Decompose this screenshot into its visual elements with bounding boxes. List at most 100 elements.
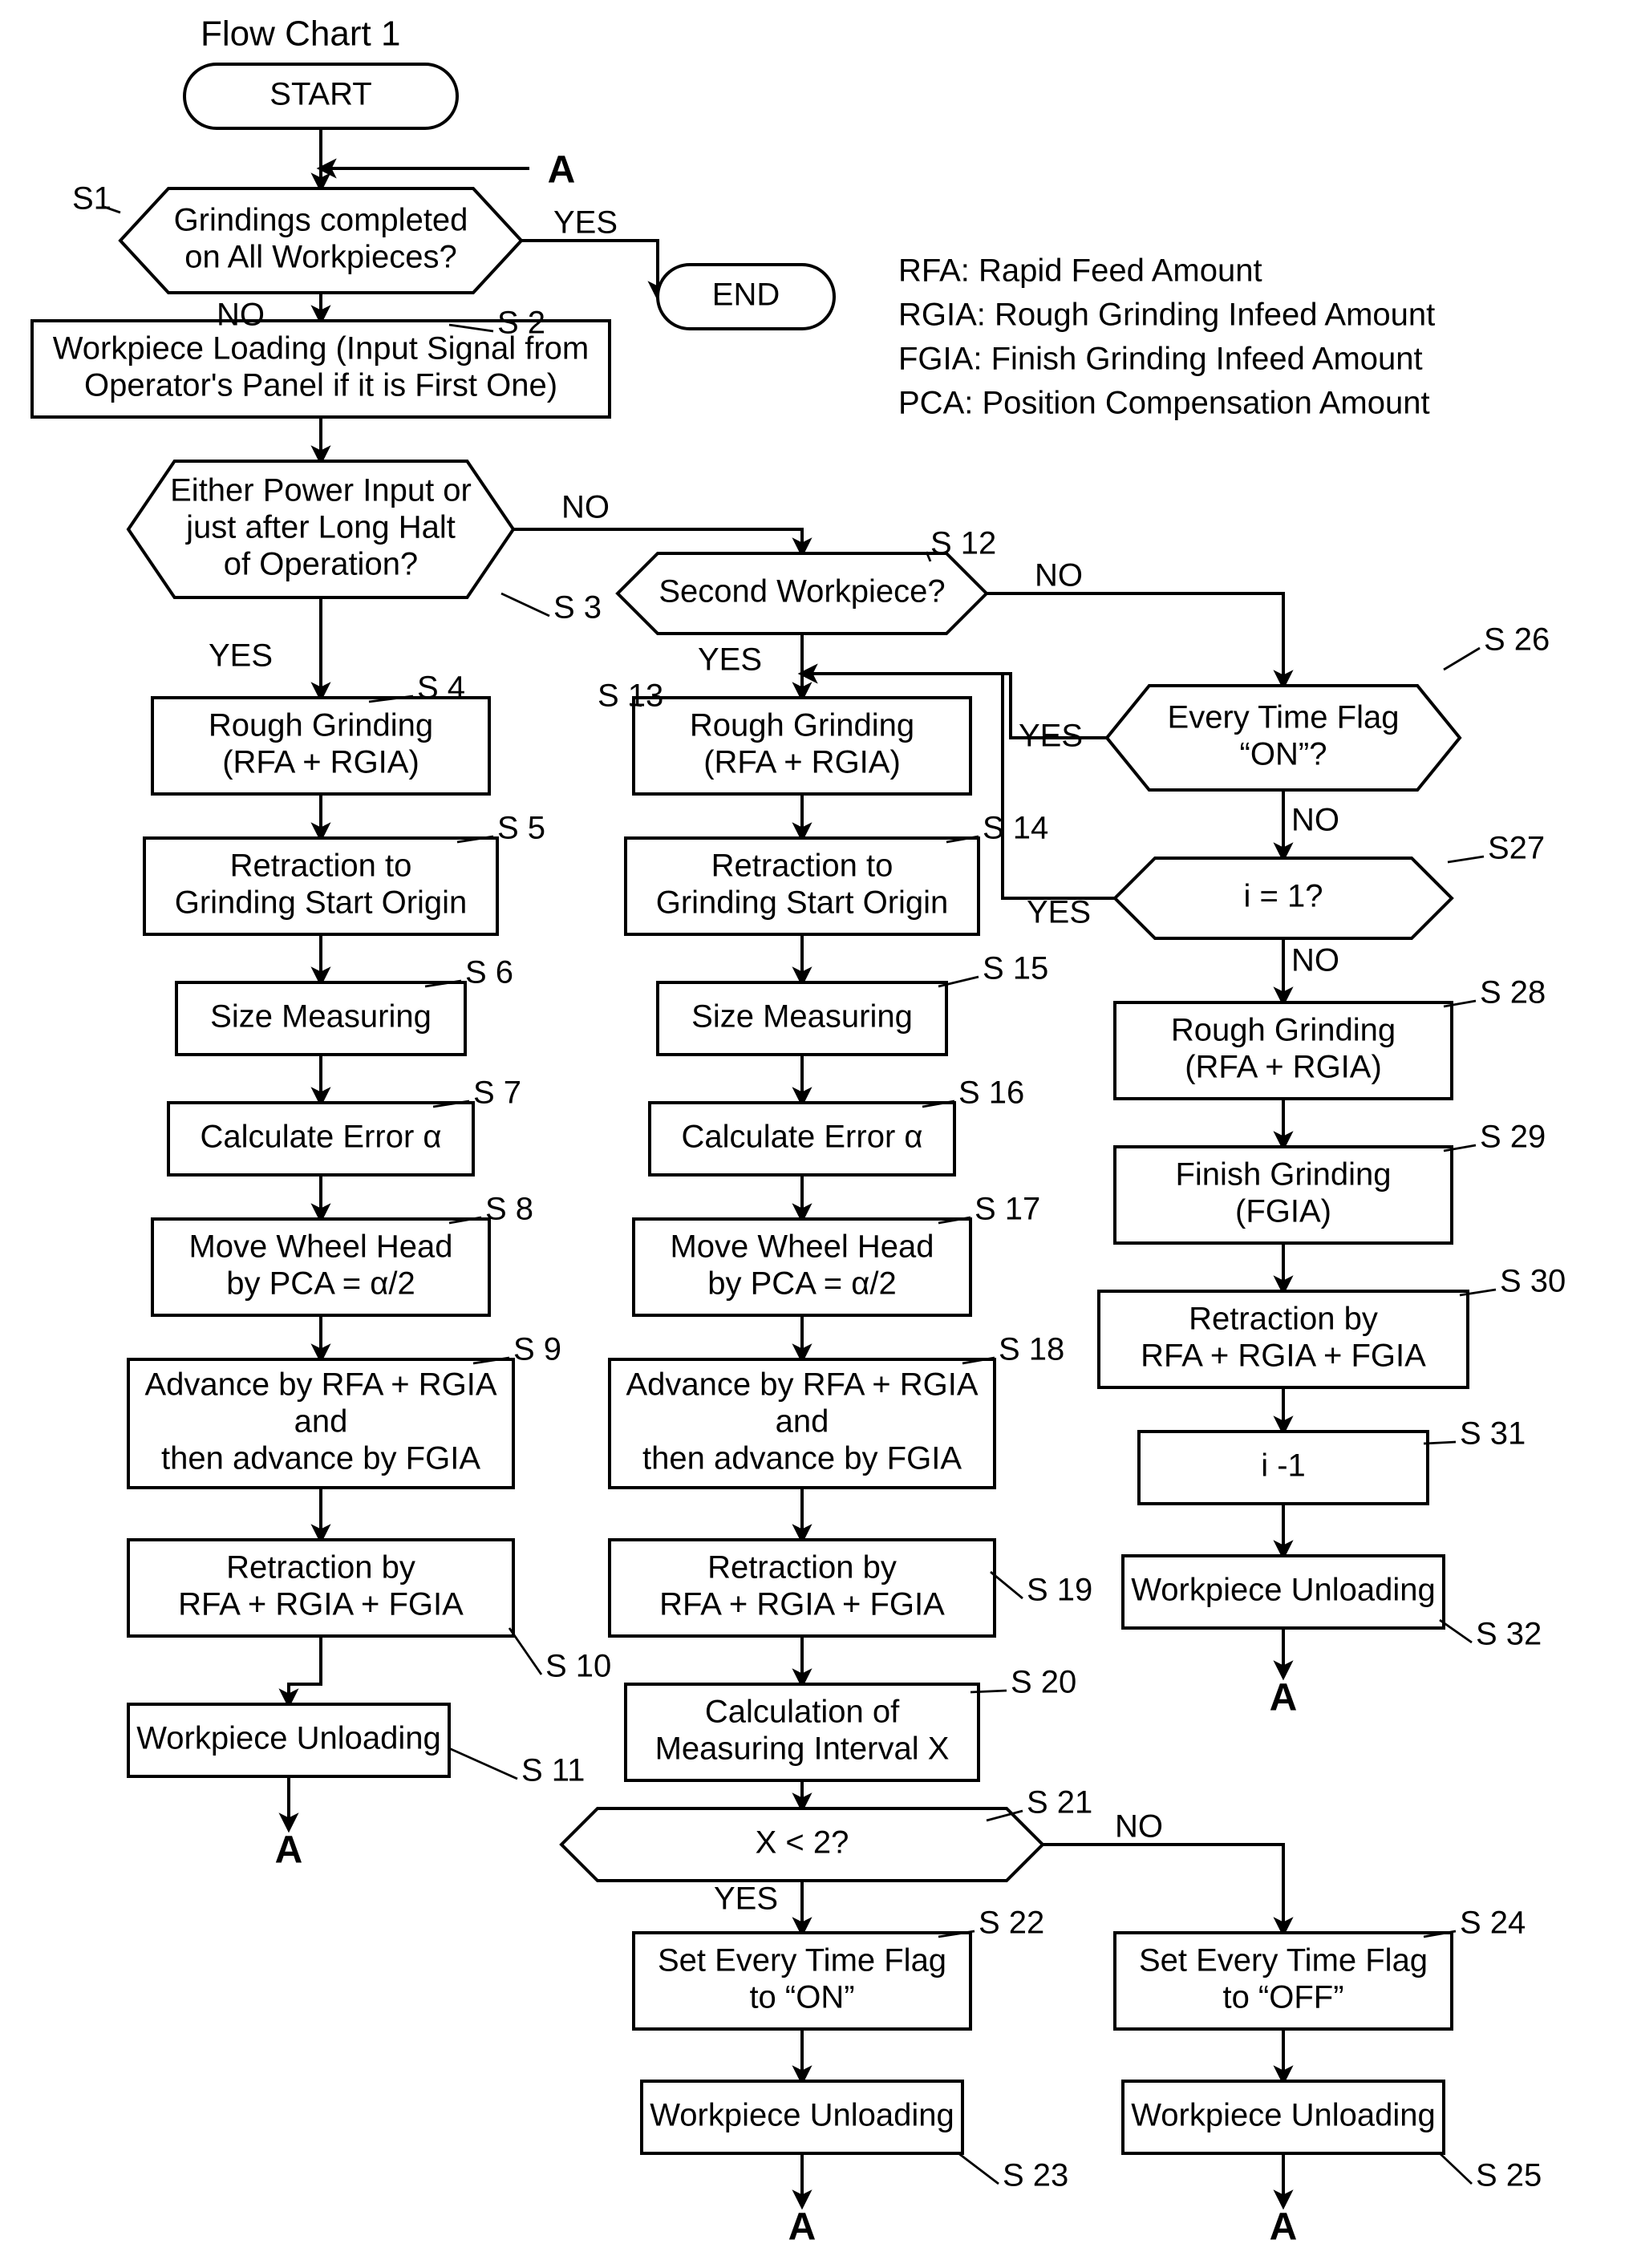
step-label: S 28 xyxy=(1480,975,1546,1010)
node-s14: Retraction toGrinding Start Origin xyxy=(626,838,979,934)
node-s10: Retraction byRFA + RGIA + FGIA xyxy=(128,1540,513,1636)
node-label: Workpiece Unloading xyxy=(136,1721,440,1756)
node-label: Grindings completed xyxy=(174,203,468,238)
step-leader xyxy=(509,1628,541,1675)
node-label: START xyxy=(269,77,371,112)
node-s30: Retraction byRFA + RGIA + FGIA xyxy=(1099,1291,1468,1387)
node-s31: i -1 xyxy=(1139,1432,1428,1504)
legend-line: PCA: Position Compensation Amount xyxy=(898,386,1430,421)
connector-a-label: A xyxy=(788,2206,817,2249)
step-label: S 9 xyxy=(513,1332,561,1367)
branch-label: NO xyxy=(1115,1809,1163,1845)
node-s19: Retraction byRFA + RGIA + FGIA xyxy=(610,1540,995,1636)
node-label: Finish Grinding xyxy=(1175,1157,1391,1193)
node-label: and xyxy=(776,1404,829,1440)
connector-a-label: A xyxy=(1270,1677,1298,1719)
step-label: S 19 xyxy=(1027,1573,1092,1608)
step-label: S 10 xyxy=(545,1649,611,1684)
node-s22: Set Every Time Flagto “ON” xyxy=(634,1933,971,2029)
node-label: just after Long Halt xyxy=(185,510,456,545)
flow-edge xyxy=(1043,1845,1283,1933)
node-label: Retraction by xyxy=(707,1550,897,1586)
step-leader xyxy=(449,1748,517,1779)
node-label: then advance by FGIA xyxy=(642,1441,962,1476)
step-label: S 31 xyxy=(1460,1416,1526,1452)
node-end: END xyxy=(658,265,834,329)
node-label: (RFA + RGIA) xyxy=(1185,1050,1382,1085)
node-s4: Rough Grinding(RFA + RGIA) xyxy=(152,698,489,794)
step-label: S 32 xyxy=(1476,1617,1542,1652)
step-label: S 26 xyxy=(1484,622,1550,658)
step-leader xyxy=(501,593,549,616)
node-s17: Move Wheel Headby PCA = α/2 xyxy=(634,1219,971,1315)
node-label: Grinding Start Origin xyxy=(656,885,949,921)
branch-label: YES xyxy=(698,642,762,678)
node-s11: Workpiece Unloading xyxy=(128,1704,449,1776)
node-label: Size Measuring xyxy=(691,999,913,1035)
node-label: on All Workpieces? xyxy=(184,240,456,275)
node-s23: Workpiece Unloading xyxy=(642,2081,962,2153)
node-s1: Grindings completedon All Workpieces? xyxy=(120,188,521,293)
step-label: S 21 xyxy=(1027,1785,1092,1820)
node-s26: Every Time Flag“ON”? xyxy=(1107,686,1460,790)
node-label: to “OFF” xyxy=(1222,1980,1343,2015)
node-label: Second Workpiece? xyxy=(658,574,945,610)
step-label: S 8 xyxy=(485,1192,533,1227)
node-label: Set Every Time Flag xyxy=(658,1943,946,1978)
node-label: Every Time Flag xyxy=(1168,700,1400,735)
connector-a-label: A xyxy=(548,149,576,192)
node-s25: Workpiece Unloading xyxy=(1123,2081,1444,2153)
node-s21: X < 2? xyxy=(561,1808,1043,1881)
legend-line: RFA: Rapid Feed Amount xyxy=(898,253,1262,289)
node-label: Workpiece Unloading xyxy=(650,2098,954,2133)
node-label: by PCA = α/2 xyxy=(226,1266,415,1302)
step-leader xyxy=(1424,1442,1456,1444)
node-label: END xyxy=(712,277,780,313)
node-label: RFA + RGIA + FGIA xyxy=(1141,1339,1426,1374)
node-label: (RFA + RGIA) xyxy=(222,745,419,780)
branch-label: YES xyxy=(553,205,618,241)
node-label: Retraction to xyxy=(230,848,412,884)
node-start: START xyxy=(184,64,457,128)
step-label: S27 xyxy=(1488,831,1545,866)
node-s6: Size Measuring xyxy=(176,982,465,1055)
step-label: S 16 xyxy=(958,1075,1024,1111)
node-label: Measuring Interval X xyxy=(655,1731,950,1767)
branch-label: NO xyxy=(1035,558,1083,593)
step-label: S 11 xyxy=(521,1753,585,1788)
branch-label: YES xyxy=(1027,895,1091,930)
step-label: S 6 xyxy=(465,955,513,990)
branch-label: YES xyxy=(1019,719,1083,754)
node-label: Rough Grinding xyxy=(690,708,914,743)
chart-title: Flow Chart 1 xyxy=(201,14,400,54)
node-label: Rough Grinding xyxy=(1171,1013,1396,1048)
node-s5: Retraction toGrinding Start Origin xyxy=(144,838,497,934)
node-label: X < 2? xyxy=(756,1825,849,1861)
node-s20: Calculation ofMeasuring Interval X xyxy=(626,1684,979,1780)
step-label: S 25 xyxy=(1476,2158,1542,2193)
node-s12: Second Workpiece? xyxy=(618,553,987,634)
node-label: to “ON” xyxy=(749,1980,854,2015)
step-label: S1 xyxy=(72,181,111,217)
branch-label: NO xyxy=(217,298,265,333)
node-s28: Rough Grinding(RFA + RGIA) xyxy=(1115,1002,1452,1099)
connector-a-label: A xyxy=(1270,2206,1298,2249)
node-label: (RFA + RGIA) xyxy=(703,745,901,780)
step-leader xyxy=(1444,648,1480,670)
node-label: Advance by RFA + RGIA xyxy=(626,1367,978,1403)
node-s24: Set Every Time Flagto “OFF” xyxy=(1115,1933,1452,2029)
node-label: Retraction by xyxy=(1189,1302,1378,1337)
step-leader xyxy=(1448,857,1484,862)
step-label: S 30 xyxy=(1500,1264,1566,1299)
legend-line: RGIA: Rough Grinding Infeed Amount xyxy=(898,298,1435,333)
step-label: S 23 xyxy=(1003,2158,1068,2193)
node-label: by PCA = α/2 xyxy=(707,1266,896,1302)
step-leader xyxy=(1440,2153,1472,2184)
node-label: and xyxy=(294,1404,348,1440)
step-leader xyxy=(971,1691,1007,1692)
node-label: then advance by FGIA xyxy=(161,1441,480,1476)
node-label: of Operation? xyxy=(224,547,418,582)
node-label: i -1 xyxy=(1261,1448,1306,1484)
node-s18: Advance by RFA + RGIAandthen advance by … xyxy=(610,1359,995,1488)
step-label: S 7 xyxy=(473,1075,521,1111)
